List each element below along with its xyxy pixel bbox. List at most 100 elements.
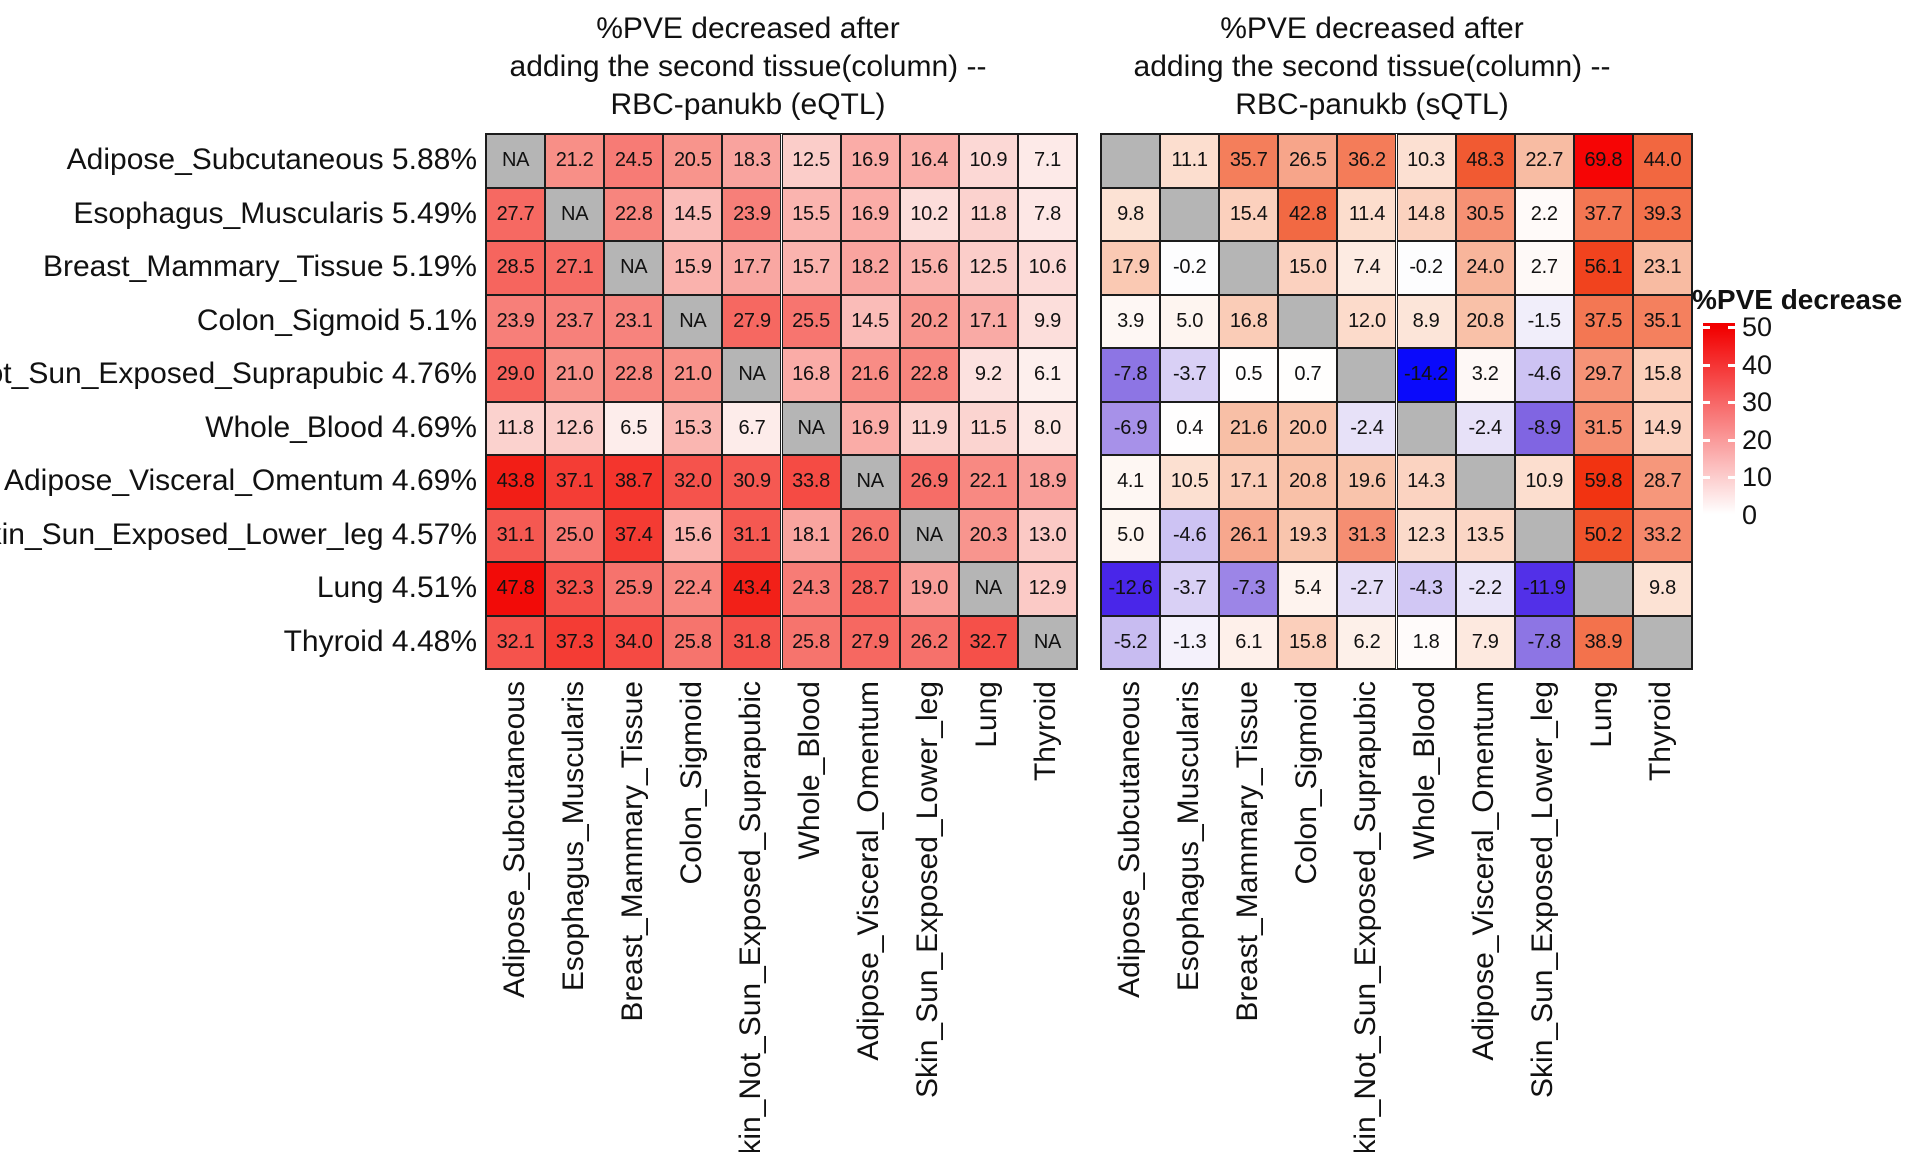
heatmap-cell: 19.0 — [899, 562, 959, 616]
heatmap-cell: -4.6 — [1160, 508, 1220, 562]
heatmap-cell: 14.5 — [663, 187, 723, 241]
heatmap-cell: 0.5 — [1219, 348, 1279, 402]
heatmap-cell: 20.8 — [1278, 455, 1338, 509]
heatmap-cell: 8.9 — [1396, 294, 1456, 348]
heatmap-cell — [1396, 401, 1456, 455]
heatmap-cell: 27.1 — [545, 241, 605, 295]
heatmap-cell: 11.8 — [486, 401, 546, 455]
heatmap-cell: 15.6 — [663, 508, 723, 562]
heatmap-cell: 23.1 — [604, 294, 664, 348]
heatmap-cell: 12.0 — [1337, 294, 1397, 348]
heatmap-cell: NA — [663, 294, 723, 348]
heatmap-cell: 25.0 — [545, 508, 605, 562]
row-label: Skin_Not_Sun_Exposed_Suprapubic 4.76% — [0, 357, 477, 390]
heatmap-cell: 15.6 — [899, 241, 959, 295]
heatmap-cell: -14.2 — [1396, 348, 1456, 402]
heatmap-cell: 21.2 — [545, 134, 605, 188]
heatmap-cell: NA — [899, 508, 959, 562]
heatmap-cell: 20.5 — [663, 134, 723, 188]
heatmap-cell: 10.5 — [1160, 455, 1220, 509]
heatmap-cell: 15.5 — [781, 187, 841, 241]
col-label: Esophagus_Muscularis — [556, 681, 590, 992]
heatmap-cell — [1337, 348, 1397, 402]
heatmap-cell — [1573, 562, 1633, 616]
heatmap-cell — [1455, 455, 1515, 509]
heatmap-cell: -0.2 — [1160, 241, 1220, 295]
heatmap-cell — [1632, 615, 1692, 669]
heatmap-cell: 7.1 — [1017, 134, 1077, 188]
heatmap-cell: 13.5 — [1455, 508, 1515, 562]
heatmap-eqtl: NA 21.2 24.5 20.5 18.3 12.5 16.9 16.4 10.9 7.1 27.… — [485, 133, 1078, 670]
heatmap-cell: -3.7 — [1160, 562, 1220, 616]
legend-tick-mark — [1703, 476, 1710, 479]
heatmap-cell: 2.2 — [1514, 187, 1574, 241]
heatmap-cell: -5.2 — [1101, 615, 1161, 669]
heatmap-cell: 19.6 — [1337, 455, 1397, 509]
heatmap-cell: NA — [958, 562, 1018, 616]
heatmap-cell: NA — [781, 401, 841, 455]
heatmap-cell: 29.0 — [486, 348, 546, 402]
col-label: Adipose_Subcutaneous — [497, 681, 531, 998]
heatmap-cell: 27.9 — [722, 294, 782, 348]
heatmap-cell: 10.3 — [1396, 134, 1456, 188]
heatmap-cell: 25.8 — [663, 615, 723, 669]
heatmap-cell: 36.2 — [1337, 134, 1397, 188]
heatmap-cell: 35.1 — [1632, 294, 1692, 348]
heatmap-cell: -1.5 — [1514, 294, 1574, 348]
heatmap-cell: 35.7 — [1219, 134, 1279, 188]
row-label: Colon_Sigmoid 5.1% — [196, 303, 477, 337]
heatmap-cell: 12.6 — [545, 401, 605, 455]
heatmap-cell: 20.3 — [958, 508, 1018, 562]
heatmap-cell: 15.8 — [1632, 348, 1692, 402]
legend-title: %PVE decrease — [1692, 284, 1903, 315]
heatmap-cell — [1514, 508, 1574, 562]
col-label: Colon_Sigmoid — [1289, 681, 1323, 885]
heatmap-cell: 38.9 — [1573, 615, 1633, 669]
heatmap-cell: 18.1 — [781, 508, 841, 562]
heatmap-cell: -6.9 — [1101, 401, 1161, 455]
heatmap-cell: -2.2 — [1455, 562, 1515, 616]
heatmap-cell: 17.9 — [1101, 241, 1161, 295]
heatmap-cell: 16.9 — [840, 134, 900, 188]
legend-gradient-bar — [1703, 323, 1735, 522]
heatmap-cell: -1.3 — [1160, 615, 1220, 669]
heatmap-cell: 39.3 — [1632, 187, 1692, 241]
heatmap-cell: 16.8 — [1219, 294, 1279, 348]
col-label: Lung — [970, 681, 1004, 748]
legend-tick-label: 30 — [1742, 387, 1773, 417]
heatmap-cell: 37.7 — [1573, 187, 1633, 241]
heatmap-cell: 31.5 — [1573, 401, 1633, 455]
heatmap-cell: 42.8 — [1278, 187, 1338, 241]
row-label: Whole_Blood 4.69% — [205, 410, 477, 444]
legend-tick-mark — [1728, 326, 1735, 329]
heatmap-cell: 11.1 — [1160, 134, 1220, 188]
heatmap-cell: 6.1 — [1017, 348, 1077, 402]
heatmap-cell: 69.8 — [1573, 134, 1633, 188]
heatmap-cell: -12.6 — [1101, 562, 1161, 616]
heatmap-cell: 38.7 — [604, 455, 664, 509]
heatmap-cell: NA — [545, 187, 605, 241]
heatmap-cell: 22.4 — [663, 562, 723, 616]
heatmap-cell: 6.5 — [604, 401, 664, 455]
heatmap-cell: -4.3 — [1396, 562, 1456, 616]
heatmap-cell: 23.1 — [1632, 241, 1692, 295]
heatmap-cell: 21.6 — [840, 348, 900, 402]
heatmap-cell: 48.3 — [1455, 134, 1515, 188]
heatmap-cell: 16.8 — [781, 348, 841, 402]
heatmap-cell: 10.2 — [899, 187, 959, 241]
heatmap-sqtl: 11.1 35.7 26.5 36.2 10.3 48.3 22.7 69.8 44.0 9.8 1… — [1100, 133, 1693, 670]
heatmap-cell: 47.8 — [486, 562, 546, 616]
legend-tick-label: 10 — [1742, 462, 1773, 492]
legend-tick-label: 0 — [1742, 499, 1758, 530]
heatmap-cell: 16.9 — [840, 401, 900, 455]
heatmap-cell: 22.8 — [604, 348, 664, 402]
heatmap-cell: 26.2 — [899, 615, 959, 669]
heatmap-cell: 27.7 — [486, 187, 546, 241]
heatmap-cell: 21.6 — [1219, 401, 1279, 455]
col-label: Breast_Mammary_Tissue — [615, 681, 649, 1022]
heatmap-cell: NA — [604, 241, 664, 295]
legend-tick-label: 50 — [1742, 312, 1773, 342]
heatmap-cell: 59.8 — [1573, 455, 1633, 509]
row-label: Esophagus_Muscularis 5.49% — [73, 196, 477, 230]
heatmap-cell: 32.0 — [663, 455, 723, 509]
